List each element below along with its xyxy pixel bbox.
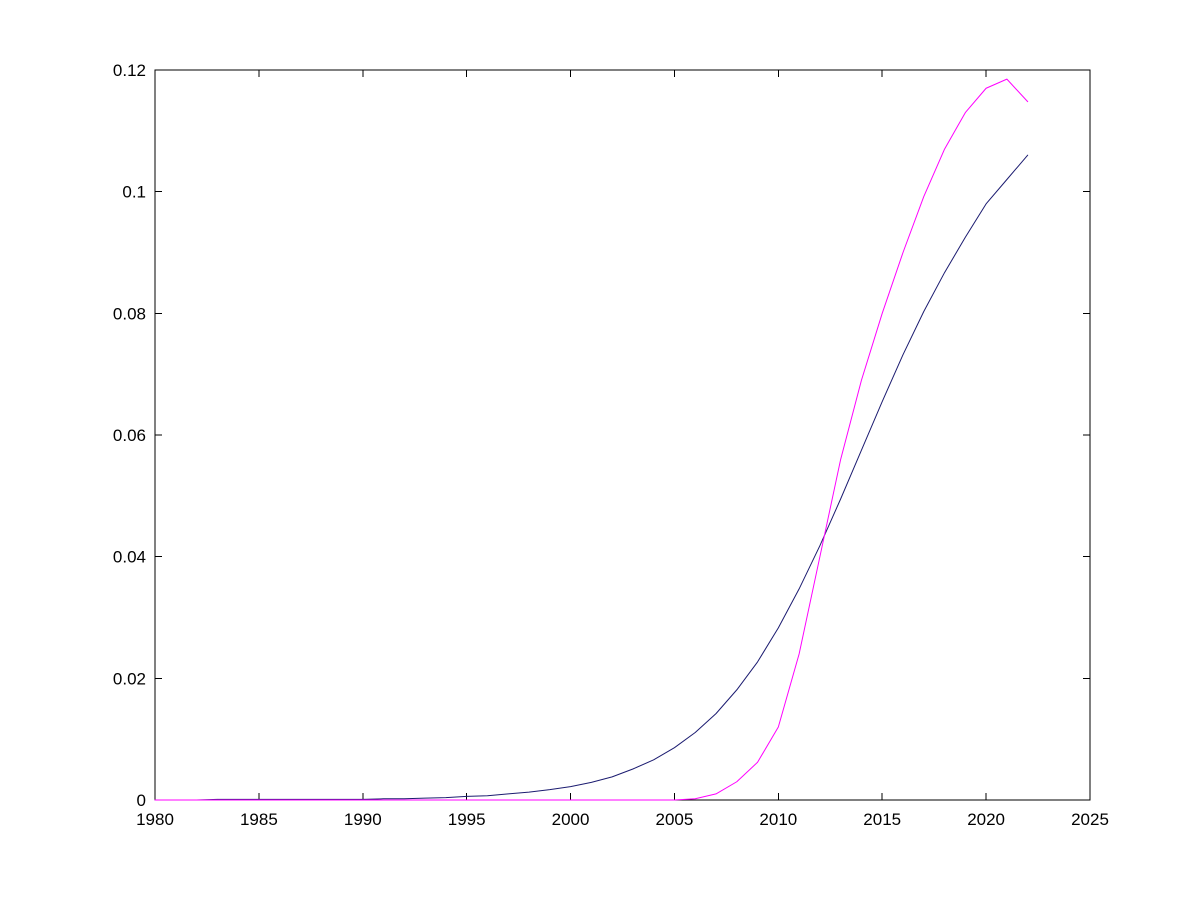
x-tick-label: 2005: [656, 810, 694, 829]
y-tick-label: 0.02: [113, 669, 146, 688]
y-tick-label: 0.08: [113, 304, 146, 323]
smooth-sigmoid-series-line: [154, 154, 1029, 801]
x-tick-label: 1990: [344, 810, 382, 829]
x-tick-label: 2010: [759, 810, 797, 829]
y-tick-label: 0.12: [113, 61, 146, 80]
axes-box: [154, 69, 1091, 801]
x-tick-label: 2025: [1071, 810, 1109, 829]
x-tick-label: 2020: [967, 810, 1005, 829]
x-tick-label: 2000: [552, 810, 590, 829]
y-tick-label: 0.04: [113, 548, 146, 567]
x-tick-label: 2015: [863, 810, 901, 829]
y-tick-label: 0.1: [122, 183, 146, 202]
x-tick-label: 1980: [136, 810, 174, 829]
steep-peaked-series-line: [154, 78, 1029, 801]
x-tick-label: 1995: [448, 810, 486, 829]
y-tick-label: 0.06: [113, 426, 146, 445]
y-tick-label: 0: [137, 791, 146, 810]
x-tick-label: 1985: [240, 810, 278, 829]
